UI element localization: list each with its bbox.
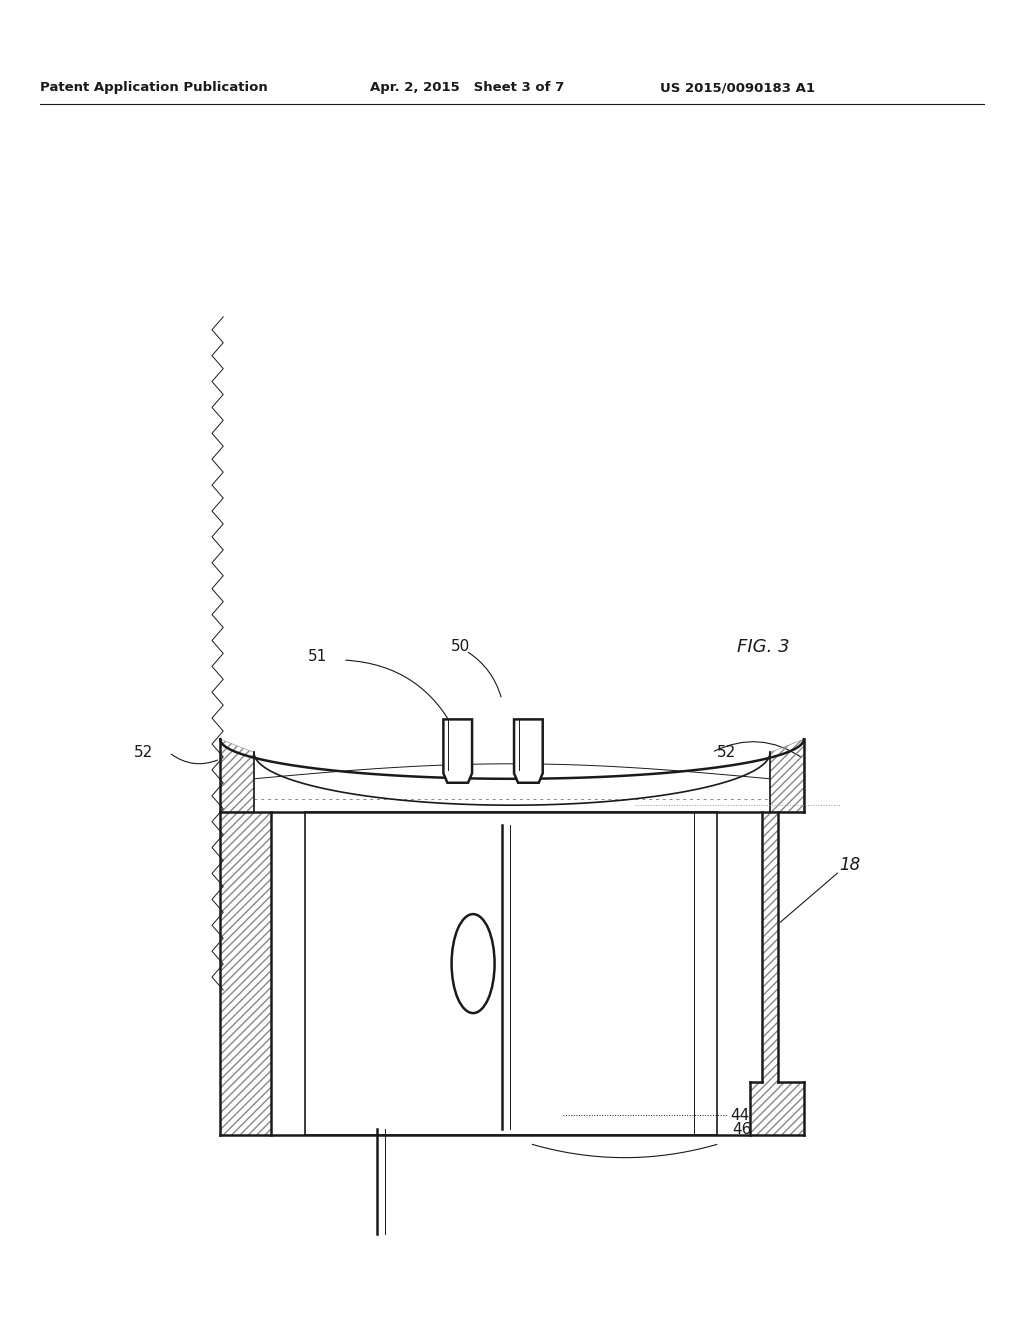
- Text: 50: 50: [451, 639, 470, 655]
- Text: 52: 52: [134, 744, 153, 760]
- Text: 18: 18: [840, 855, 861, 874]
- Text: FIG. 3: FIG. 3: [737, 638, 790, 656]
- Bar: [305, 488, 717, 812]
- Text: US 2015/0090183 A1: US 2015/0090183 A1: [660, 82, 815, 95]
- Text: 46: 46: [732, 1122, 752, 1138]
- Text: 51: 51: [308, 648, 327, 664]
- Text: 52: 52: [717, 744, 736, 760]
- Text: Patent Application Publication: Patent Application Publication: [40, 82, 267, 95]
- Text: Apr. 2, 2015   Sheet 3 of 7: Apr. 2, 2015 Sheet 3 of 7: [370, 82, 564, 95]
- Bar: [271, 488, 750, 812]
- Bar: [254, 693, 770, 752]
- Text: 44: 44: [730, 1107, 750, 1123]
- Polygon shape: [514, 719, 543, 783]
- Polygon shape: [443, 719, 472, 783]
- Ellipse shape: [452, 913, 495, 1014]
